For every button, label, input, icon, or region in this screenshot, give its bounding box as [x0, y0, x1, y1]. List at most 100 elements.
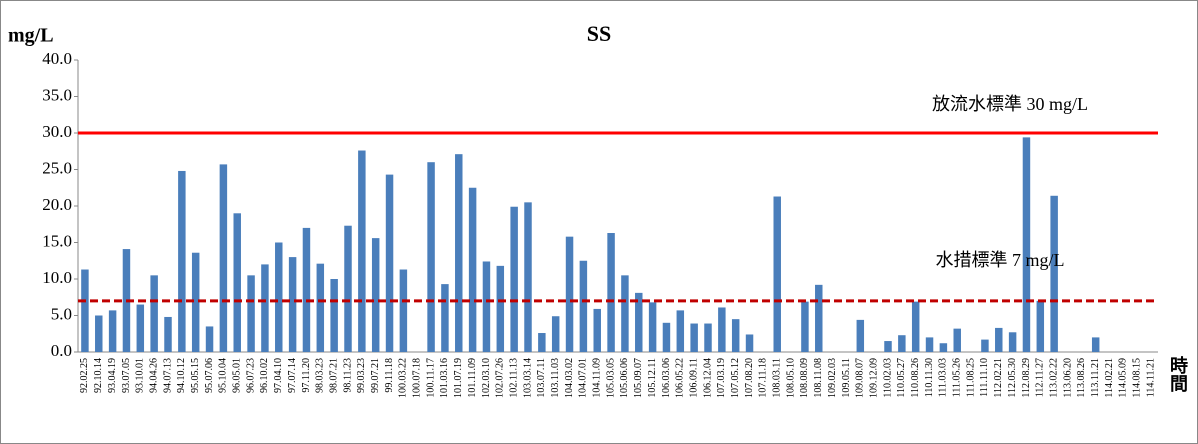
bar: [468, 187, 477, 352]
x-tick-label: 111.05.26: [952, 358, 963, 397]
y-tick-label: 40.0: [42, 49, 72, 68]
y-tick-label: 0.0: [51, 341, 72, 360]
bar: [745, 334, 754, 352]
x-tick-label: 111.08.25: [965, 358, 976, 397]
y-tick-label: 25.0: [42, 158, 72, 177]
x-tick-label: 113.11.21: [1090, 358, 1101, 397]
x-tick-label: 97.04.10: [273, 358, 284, 393]
bar: [731, 319, 740, 352]
bar: [1022, 137, 1031, 352]
y-tick-label: 5.0: [51, 304, 72, 323]
bar: [261, 264, 269, 352]
x-tick-label: 103.11.03: [550, 358, 561, 398]
bar: [995, 327, 1003, 352]
y-tick-label: 10.0: [42, 268, 72, 287]
x-axis-label: 時間: [1168, 356, 1188, 393]
x-tick-label: 93.04.19: [107, 358, 118, 393]
bar: [482, 261, 491, 352]
x-tick-label: 112.11.27: [1035, 358, 1046, 397]
x-tick-label: 104.11.09: [592, 358, 603, 398]
bar: [150, 275, 158, 352]
x-tick-label: 105.09.07: [633, 358, 644, 398]
bar: [884, 341, 892, 352]
x-tick-label: 113.02.22: [1048, 358, 1059, 398]
x-tick-label: 110.11.30: [924, 358, 935, 397]
x-tick-label: 103.07.11: [536, 358, 547, 398]
bar: [344, 225, 352, 352]
bar: [219, 164, 228, 352]
bar: [399, 269, 408, 352]
x-tick-label: 99.07.21: [370, 358, 381, 393]
x-tick-label: 109.05.11: [841, 358, 852, 398]
x-tick-label: 105.03.05: [605, 358, 616, 398]
x-tick-label: 96.05.01: [232, 358, 243, 393]
bar: [621, 275, 629, 352]
x-tick-label: 111.11.10: [979, 358, 990, 397]
x-tick-label: 109.02.03: [827, 358, 838, 398]
bar: [330, 279, 338, 352]
bar: [247, 275, 255, 352]
bar: [593, 308, 601, 352]
x-tick-label: 108.11.08: [813, 358, 824, 398]
bar: [510, 206, 518, 352]
bar: [898, 335, 906, 352]
x-tick-label: 105.06.06: [619, 358, 630, 398]
x-tick-label: 107.11.18: [758, 358, 769, 398]
bar: [648, 302, 657, 352]
bar: [371, 238, 380, 352]
y-tick-label: 35.0: [42, 85, 72, 104]
bar: [1050, 195, 1058, 352]
x-tick-label: 113.06.20: [1062, 358, 1073, 398]
bar: [635, 292, 643, 352]
bar: [981, 339, 989, 352]
x-tick-label: 98.11.23: [342, 358, 353, 393]
bar: [939, 343, 948, 352]
bar: [856, 319, 865, 352]
x-tick-label: 110.05.27: [896, 358, 907, 398]
bar: [551, 316, 560, 352]
x-tick-label: 114.08.15: [1132, 358, 1143, 398]
x-tick-label: 95.10.04: [218, 358, 229, 393]
bar: [815, 284, 823, 352]
x-tick-label: 107.03.19: [716, 358, 727, 398]
bar: [95, 315, 103, 352]
x-tick-label: 101.03.16: [439, 358, 450, 398]
bar: [288, 257, 297, 352]
bar: [385, 174, 394, 352]
x-tick-label: 93.10.01: [135, 358, 146, 393]
bar: [953, 328, 961, 352]
chart-title: SS: [587, 21, 611, 46]
x-tick-label: 108.05.10: [785, 358, 796, 398]
x-tick-label: 97.11.20: [301, 358, 312, 393]
bar: [205, 326, 214, 352]
x-tick-label: 98.03.23: [315, 358, 326, 393]
x-tick-label: 101.11.09: [467, 358, 478, 398]
x-tick-label: 98.07.21: [328, 358, 339, 393]
x-tick-label: 106.03.06: [661, 358, 672, 398]
x-tick-label: 113.08.26: [1076, 358, 1087, 398]
x-tick-label: 111.03.03: [938, 358, 949, 397]
x-tick-label: 95.05.15: [190, 358, 201, 393]
bar: [524, 202, 532, 352]
x-tick-label: 107.08.20: [744, 358, 755, 398]
x-tick-label: 106.09.11: [688, 358, 699, 398]
bar: [191, 252, 200, 352]
bar: [233, 213, 241, 352]
x-tick-label: 114.02.21: [1104, 358, 1115, 398]
x-tick-label: 99.11.18: [384, 358, 395, 393]
x-tick-label: 99.03.23: [356, 358, 367, 393]
bar: [676, 310, 685, 352]
bar: [275, 242, 283, 352]
x-tick-label: 94.10.12: [176, 358, 187, 393]
bar: [565, 236, 574, 352]
reference-label: 放流水標準 30 mg/L: [932, 94, 1088, 114]
bar: [607, 233, 615, 352]
bar: [801, 301, 809, 352]
x-tick-label: 114.05.09: [1118, 358, 1129, 398]
bar: [579, 260, 588, 352]
x-tick-label: 110.02.03: [882, 358, 893, 398]
bar: [136, 304, 145, 352]
x-tick-label: 92.10.14: [93, 358, 104, 393]
